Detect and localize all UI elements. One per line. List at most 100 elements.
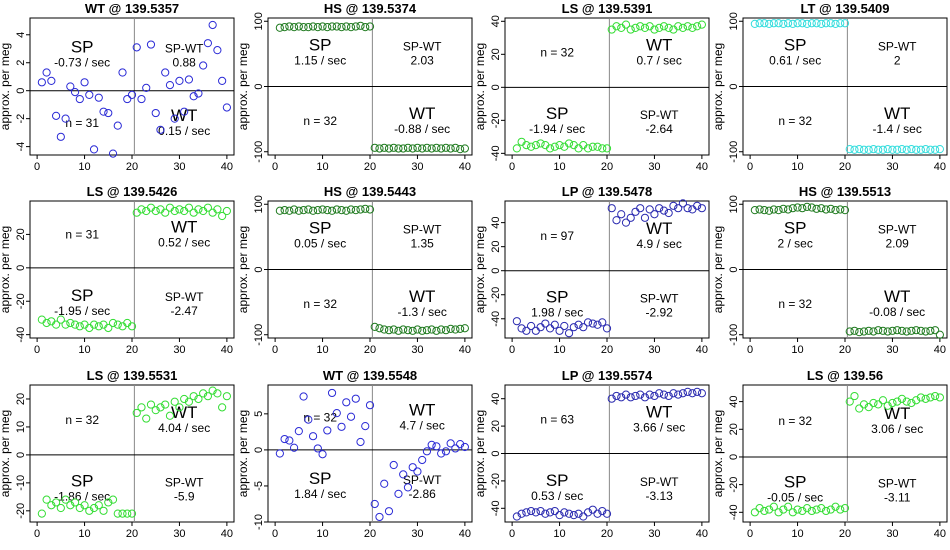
- data-point: [222, 391, 231, 400]
- y-tick-label: 2: [15, 60, 27, 66]
- y-tick-label: 20: [15, 392, 27, 404]
- data-point: [892, 145, 901, 154]
- data-point: [393, 489, 403, 498]
- data-point: [327, 22, 336, 31]
- data-point: [925, 327, 934, 336]
- y-tick-label: 0: [253, 267, 265, 273]
- data-point: [821, 205, 830, 214]
- data-point: [137, 205, 146, 214]
- data-point: [280, 206, 289, 215]
- sp-rate: 1.15 / sec: [294, 53, 346, 67]
- x-tick-label: 0: [272, 528, 278, 540]
- data-point: [66, 319, 75, 328]
- y-tick-label: -10: [253, 514, 265, 530]
- spwt-label: SP-WT: [877, 476, 916, 490]
- data-point: [332, 205, 341, 214]
- chart-title: HS @ 139.5513: [798, 184, 890, 199]
- x-tick-label: 10: [553, 528, 565, 540]
- data-point: [222, 207, 231, 216]
- data-point: [336, 422, 346, 431]
- sp-rate: -1.94 / sec: [529, 122, 585, 136]
- y-tick-label: 0: [490, 84, 502, 90]
- data-point: [821, 506, 830, 515]
- y-tick-label: 20: [490, 420, 502, 432]
- data-point: [845, 327, 854, 336]
- data-point: [588, 142, 597, 151]
- data-point: [902, 327, 911, 336]
- data-point: [522, 507, 531, 517]
- data-point: [826, 505, 835, 514]
- data-point: [222, 103, 231, 112]
- data-point: [275, 206, 284, 216]
- sp-label: SP: [71, 37, 94, 56]
- x-tick-label: 40: [696, 528, 708, 540]
- data-point: [835, 205, 844, 214]
- data-point: [203, 39, 213, 48]
- x-tick-label: 30: [411, 161, 423, 173]
- data-point: [61, 320, 70, 330]
- data-point: [332, 22, 341, 31]
- x-tick-label: 40: [933, 528, 945, 540]
- data-point: [322, 23, 331, 32]
- x-tick-label: 20: [838, 161, 850, 173]
- data-point: [550, 506, 559, 515]
- data-point: [636, 390, 645, 399]
- y-tick-label: 0: [728, 453, 740, 459]
- data-point: [118, 68, 127, 77]
- data-point: [854, 404, 863, 413]
- data-point: [602, 509, 612, 518]
- data-point: [70, 87, 80, 97]
- data-point: [142, 414, 151, 423]
- data-point: [37, 509, 46, 518]
- data-point: [650, 210, 659, 219]
- data-point: [783, 205, 792, 214]
- data-point: [807, 506, 816, 515]
- sp-label: SP: [546, 288, 569, 307]
- data-point: [631, 208, 640, 217]
- spwt-label: SP-WT: [165, 41, 204, 55]
- data-point: [674, 22, 683, 31]
- data-point: [118, 509, 127, 518]
- y-tick-label: -100: [253, 141, 265, 163]
- data-point: [906, 145, 916, 154]
- data-point: [840, 503, 849, 512]
- data-point: [792, 19, 802, 28]
- data-point: [545, 507, 555, 517]
- wt-rate: 3.06 / sec: [871, 422, 923, 436]
- data-point: [56, 503, 65, 512]
- x-tick-label: 40: [933, 161, 945, 173]
- y-tick-label: -20: [490, 112, 502, 128]
- wt-label: WT: [408, 287, 434, 306]
- data-point: [522, 326, 531, 336]
- data-point: [868, 327, 878, 336]
- data-point: [427, 440, 436, 449]
- data-point: [289, 443, 298, 452]
- data-point: [755, 19, 764, 28]
- data-point: [878, 145, 887, 154]
- x-tick-label: 40: [458, 161, 470, 173]
- x-tick-label: 0: [509, 344, 515, 356]
- data-point: [849, 327, 859, 336]
- x-tick-label: 40: [458, 344, 470, 356]
- data-point: [280, 434, 289, 443]
- data-point: [778, 205, 787, 214]
- data-point: [151, 405, 160, 414]
- data-point: [184, 203, 194, 213]
- data-point: [213, 46, 222, 55]
- data-point: [289, 205, 298, 214]
- data-point: [446, 438, 455, 448]
- data-point: [161, 208, 170, 218]
- sp-rate: 0.53 / sec: [531, 488, 583, 502]
- data-point: [835, 19, 844, 28]
- data-point: [180, 107, 189, 116]
- data-point: [403, 143, 412, 152]
- data-point: [764, 206, 773, 216]
- data-point: [379, 143, 388, 152]
- sp-label: SP: [308, 469, 331, 488]
- data-point: [431, 441, 441, 450]
- data-point: [906, 327, 916, 336]
- data-point: [346, 23, 355, 32]
- data-point: [47, 500, 56, 509]
